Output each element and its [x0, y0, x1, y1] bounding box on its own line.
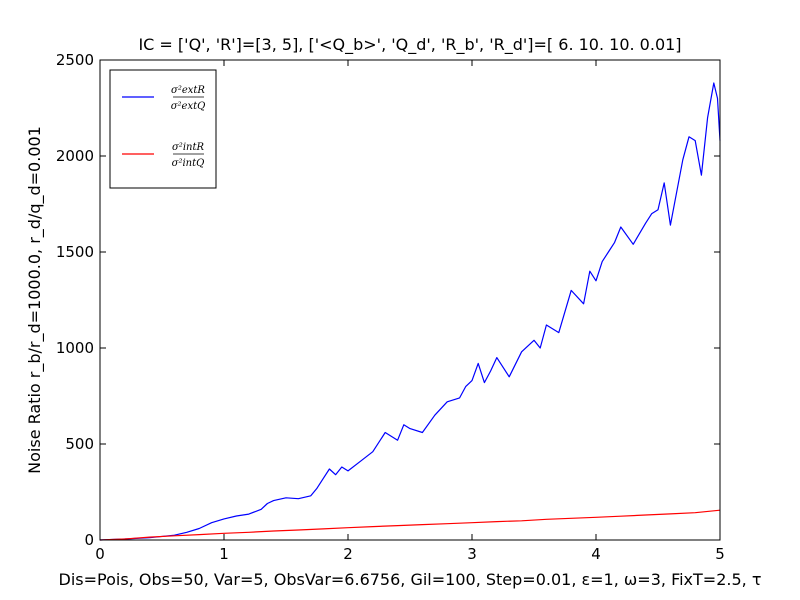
y-tick-label: 1000: [56, 339, 94, 357]
series-layer: [99, 82, 721, 541]
legend-label-num-0: σ²extR: [171, 85, 205, 96]
legend-label-num-1: σ²intR: [172, 142, 204, 153]
ticks-layer: 0 1 2 3 4 5 0 500 1000 1500 2000 2500: [56, 51, 725, 563]
y-tick-label: 0: [84, 531, 94, 549]
x-tick-label: 2: [343, 545, 353, 563]
y-tick-label: 500: [65, 435, 94, 453]
x-tick-label: 0: [95, 545, 105, 563]
series-line-1: [99, 509, 721, 541]
legend-label-den-1: σ²intQ: [172, 158, 205, 169]
x-tick-label: 5: [715, 545, 725, 563]
y-tick-label: 2500: [56, 51, 94, 69]
chart-title: IC = ['Q', 'R']=[3, 5], ['<Q_b>', 'Q_d',…: [138, 35, 681, 55]
x-tick-label: 4: [591, 545, 601, 563]
legend-label-den-0: σ²extQ: [171, 101, 206, 112]
y-tick-label: 2000: [56, 147, 94, 165]
series-line-0: [99, 82, 721, 541]
legend: σ²extR σ²extQ σ²intR σ²intQ: [109, 69, 217, 189]
legend-box: [109, 69, 217, 189]
y-tick-label: 1500: [56, 243, 94, 261]
plot-frame: [99, 59, 721, 541]
x-tick-label: 1: [219, 545, 229, 563]
x-tick-label: 3: [467, 545, 477, 563]
x-axis-label: Dis=Pois, Obs=50, Var=5, ObsVar=6.6756, …: [59, 570, 762, 589]
y-axis-label: Noise Ratio r_b/r_d=1000.0, r_d/q_d=0.00…: [25, 126, 45, 474]
